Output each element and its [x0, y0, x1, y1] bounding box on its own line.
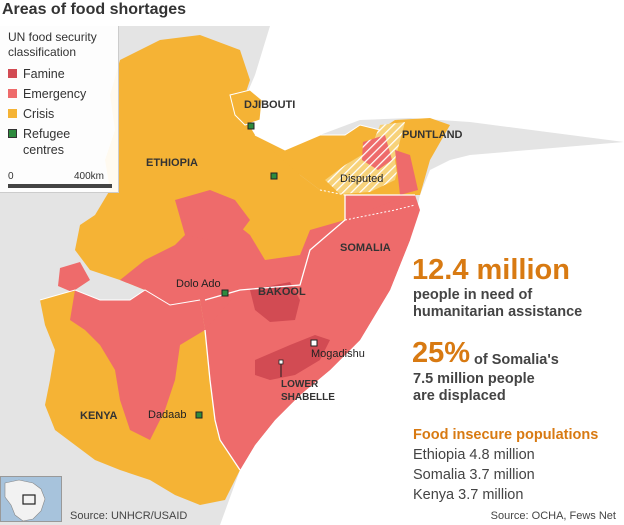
label-lower-shabelle-1: LOWER	[281, 379, 319, 390]
refugee-centre-somaliland	[270, 172, 278, 180]
indian-ocean	[220, 142, 624, 525]
lower-shabelle-pointer-dot	[278, 359, 284, 365]
label-dadaab: Dadaab	[148, 409, 187, 421]
legend-item-emergency: Emergency	[8, 86, 86, 102]
food-insecure-row: Ethiopia 4.8 million	[413, 447, 535, 463]
label-dolo-ado: Dolo Ado	[176, 278, 221, 290]
somalia-emergency	[205, 200, 415, 470]
legend-item-crisis: Crisis	[8, 106, 54, 122]
legend-item-famine: Famine	[8, 66, 65, 82]
legend-title: UN food security classification	[8, 30, 97, 59]
map-canvas	[0, 26, 624, 525]
label-kenya: KENYA	[80, 410, 118, 422]
stat-displaced-text-2: 7.5 million people	[413, 371, 535, 387]
ethiopia-emergency-west	[175, 190, 250, 240]
label-djibouti: DJIBOUTI	[244, 99, 296, 111]
somaliland-coast	[254, 124, 381, 151]
border-somaliland	[319, 189, 370, 196]
famine-swatch	[8, 69, 17, 78]
stat-people-in-need: 12.4 million	[412, 254, 570, 286]
food-insecure-row: Somalia 3.7 million	[413, 467, 535, 483]
label-disputed: Disputed	[340, 173, 384, 185]
kenya-emergency-north	[58, 262, 90, 292]
legend-label: Famine	[23, 67, 65, 81]
stat-displaced-text-3: are displaced	[413, 388, 506, 404]
refugee-centre-dadaab	[195, 411, 203, 419]
legend-item-refugee-centres: Refugee centres	[8, 126, 88, 158]
source-left: Source: UNHCR/USAID	[70, 510, 188, 522]
scale-bar	[8, 184, 112, 188]
stat-people-in-need-text-2: humanitarian assistance	[413, 304, 583, 320]
ethiopia-crisis	[75, 35, 345, 305]
label-lower-shabelle-2: SHABELLE	[281, 392, 335, 403]
refugee-centre-djibouti	[247, 122, 255, 130]
refugee-centre-dolo-ado	[221, 289, 229, 297]
kenya-emergency	[70, 290, 205, 440]
border-ethiopia-somalia	[204, 194, 415, 301]
locator-inset-map	[0, 476, 62, 522]
mogadishu-marker	[310, 339, 318, 347]
puntland-emergency	[395, 150, 418, 195]
stat-displaced-text-1: of Somalia's	[474, 352, 559, 368]
legend-label: Refugee centres	[23, 127, 71, 157]
bakool-famine	[250, 282, 300, 322]
djibouti-area	[229, 89, 263, 126]
gulf-of-aden	[240, 26, 624, 150]
label-ethiopia: ETHIOPIA	[146, 157, 198, 169]
label-somalia: SOMALIA	[340, 242, 391, 254]
stat-displaced-pct: 25%	[412, 337, 471, 369]
crisis-swatch	[8, 109, 17, 118]
disputed-emergency	[362, 135, 392, 170]
locator-map-graphic	[4, 479, 46, 521]
legend: UN food security classification Famine E…	[0, 26, 119, 193]
label-bakool: BAKOOL	[258, 286, 306, 298]
emergency-swatch	[8, 89, 17, 98]
label-puntland: PUNTLAND	[402, 129, 463, 141]
label-mogadishu: Mogadishu	[311, 348, 365, 360]
border-ethiopia-kenya	[39, 289, 201, 306]
stat-people-in-need-text-1: people in need of	[413, 287, 533, 303]
scale-max-label: 400km	[74, 171, 105, 182]
legend-label: Emergency	[23, 87, 87, 101]
source-right: Source: OCHA, Fews Net	[490, 510, 616, 522]
border-puntland	[344, 204, 416, 221]
border-kenya-somalia	[204, 329, 241, 471]
food-insecure-title: Food insecure populations	[413, 427, 599, 443]
scale-zero-label: 0	[8, 171, 14, 182]
food-insecure-row: Kenya 3.7 million	[413, 487, 524, 503]
map-title: Areas of food shortages	[2, 1, 187, 18]
legend-label: Crisis	[23, 107, 55, 121]
refugee-swatch	[8, 129, 17, 138]
